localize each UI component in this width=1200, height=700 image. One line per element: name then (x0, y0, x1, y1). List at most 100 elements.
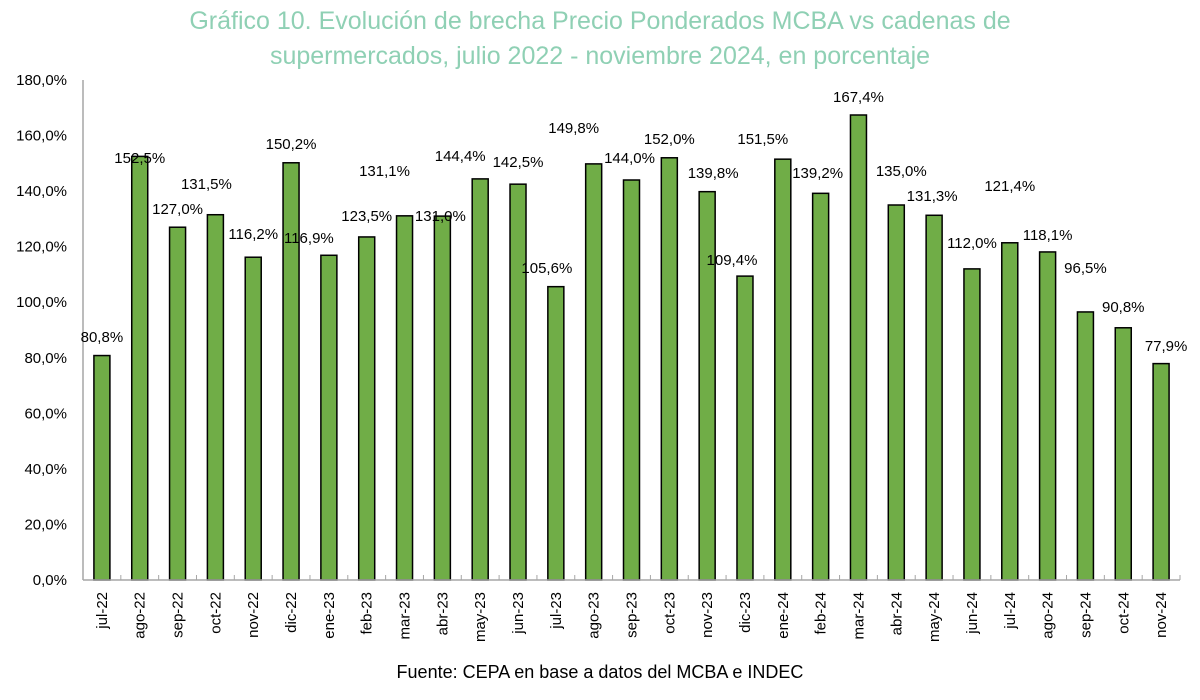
data-label-dic-22: 150,2% (266, 136, 317, 153)
bar-ene-24 (774, 158, 792, 581)
x-tick-label: sep-22 (170, 592, 187, 638)
y-tick-label: 120,0% (16, 239, 67, 256)
bar-jul-22 (93, 354, 111, 581)
x-tick-label: ago-22 (132, 592, 149, 639)
axes (82, 80, 1181, 581)
bar-nov-24 (1152, 362, 1170, 581)
x-tick-label: feb-24 (813, 592, 830, 635)
bars (93, 114, 1170, 581)
data-labels: 80,8% 152,5% 127,0% 131,5% 116,2% 150,2% 116,9… (81, 89, 1188, 355)
x-tick-label: ago-23 (586, 592, 603, 639)
bar-feb-23 (357, 236, 376, 581)
x-axis-labels: jul-22 ago-22 sep-22 oct-22 nov-22 dic-22 ene-… (94, 592, 1170, 642)
data-label-jun-24: 112,0% (947, 235, 997, 252)
data-label-nov-22: 116,2% (228, 226, 278, 243)
bar-jul-24 (1001, 242, 1019, 581)
y-tick-label: 180,0% (16, 72, 67, 89)
data-label-ago-22: 152,5% (114, 150, 165, 167)
bar-abr-24 (887, 204, 906, 581)
data-label-mar-24: 167,4% (833, 89, 884, 106)
x-tick-label: mar-23 (397, 592, 414, 640)
x-tick-label: oct-22 (207, 592, 224, 634)
x-tick-label: jun-23 (510, 592, 527, 635)
data-label-oct-23: 152,0% (644, 131, 695, 148)
x-tick-label: sep-23 (624, 592, 641, 638)
bar-abr-23 (433, 215, 452, 581)
x-tick-label: nov-23 (699, 592, 716, 638)
data-label-may-23: 144,4% (435, 148, 486, 165)
x-tick-label: mar-24 (850, 592, 867, 640)
bar-ene-23 (320, 254, 338, 581)
data-label-mar-23: 131,1% (359, 163, 410, 180)
data-label-jul-22: 80,8% (81, 329, 124, 346)
bar-sep-23 (622, 179, 641, 581)
x-tick-label: nov-24 (1153, 592, 1170, 638)
bar-feb-24 (811, 192, 830, 581)
y-tick-label: 0,0% (33, 572, 67, 589)
bar-oct-22 (206, 213, 225, 581)
data-label-ago-23: 149,8% (548, 120, 599, 137)
data-label-jul-23: 105,6% (521, 260, 572, 277)
data-label-nov-24: 77,9% (1145, 338, 1188, 355)
x-tick-label: oct-24 (1115, 592, 1132, 634)
x-tick-label: ene-23 (321, 592, 338, 639)
x-tick-label: dic-23 (737, 592, 754, 633)
data-label-feb-23: 123,5% (341, 208, 392, 225)
bar-oct-24 (1114, 327, 1133, 581)
data-label-dic-23: 109,4% (707, 252, 758, 269)
x-tick-label: ene-24 (775, 592, 792, 639)
bar-nov-22 (244, 256, 262, 581)
source-note: Fuente: CEPA en base a datos del MCBA e … (396, 662, 804, 682)
bar-ago-22 (130, 155, 149, 581)
bar-dic-22 (282, 162, 300, 581)
data-label-sep-22: 127,0% (152, 201, 203, 218)
data-label-sep-24: 96,5% (1064, 260, 1107, 277)
bar-oct-23 (660, 157, 679, 581)
bar-mar-23 (395, 215, 414, 581)
bar-ago-23 (584, 163, 603, 581)
bar-may-23 (471, 178, 489, 581)
data-label-oct-22: 131,5% (181, 176, 232, 193)
bar-dic-23 (736, 275, 754, 581)
data-label-jun-23: 142,5% (493, 154, 544, 171)
x-tick-label: abr-24 (888, 592, 905, 635)
y-axis-ticks: 0,0% 20,0% 40,0% 60,0% 80,0% 100,0% 120,0% 140,… (16, 72, 67, 589)
x-tick-label: ago-24 (1040, 592, 1057, 639)
x-tick-label: jun-24 (964, 592, 981, 635)
data-label-ene-23: 116,9% (284, 230, 334, 247)
data-label-abr-23: 131,0% (415, 208, 466, 225)
y-tick-label: 20,0% (24, 516, 67, 533)
data-label-jul-24: 121,4% (984, 178, 1035, 195)
bar-mar-24 (849, 114, 868, 581)
x-tick-label: may-23 (472, 592, 489, 642)
y-tick-label: 160,0% (16, 128, 67, 145)
y-tick-label: 140,0% (16, 183, 67, 200)
chart-title: Gráfico 10. Evolución de brecha Precio P… (0, 4, 1200, 74)
data-label-abr-24: 135,0% (876, 163, 927, 180)
data-label-feb-24: 139,2% (792, 165, 843, 182)
y-tick-label: 100,0% (16, 294, 67, 311)
bar-nov-23 (698, 190, 716, 581)
data-label-nov-23: 139,8% (688, 165, 739, 182)
data-label-sep-23: 144,0% (604, 150, 655, 167)
data-label-ago-24: 118,1% (1023, 227, 1073, 244)
x-tick-label: jul-23 (548, 592, 565, 630)
chart-title-line-2: supermercados, julio 2022 - noviembre 20… (269, 42, 931, 70)
data-label-oct-24: 90,8% (1102, 299, 1145, 316)
x-tick-label: oct-23 (661, 592, 678, 634)
x-tick-label: dic-22 (283, 592, 300, 633)
bar-ago-24 (1038, 251, 1057, 581)
x-tick-label: nov-22 (245, 592, 262, 638)
bar-may-24 (925, 214, 943, 581)
y-tick-label: 80,0% (24, 350, 67, 367)
x-tick-label: may-24 (926, 592, 943, 642)
bar-sep-22 (168, 226, 187, 581)
x-tick-label: feb-23 (359, 592, 376, 635)
y-tick-label: 60,0% (24, 405, 67, 422)
x-tick-label: jul-22 (94, 592, 111, 630)
x-tick-label: jul-24 (1002, 592, 1019, 630)
bar-sep-24 (1076, 311, 1095, 581)
bar-jun-24 (963, 268, 981, 581)
bar-jul-23 (547, 285, 565, 581)
